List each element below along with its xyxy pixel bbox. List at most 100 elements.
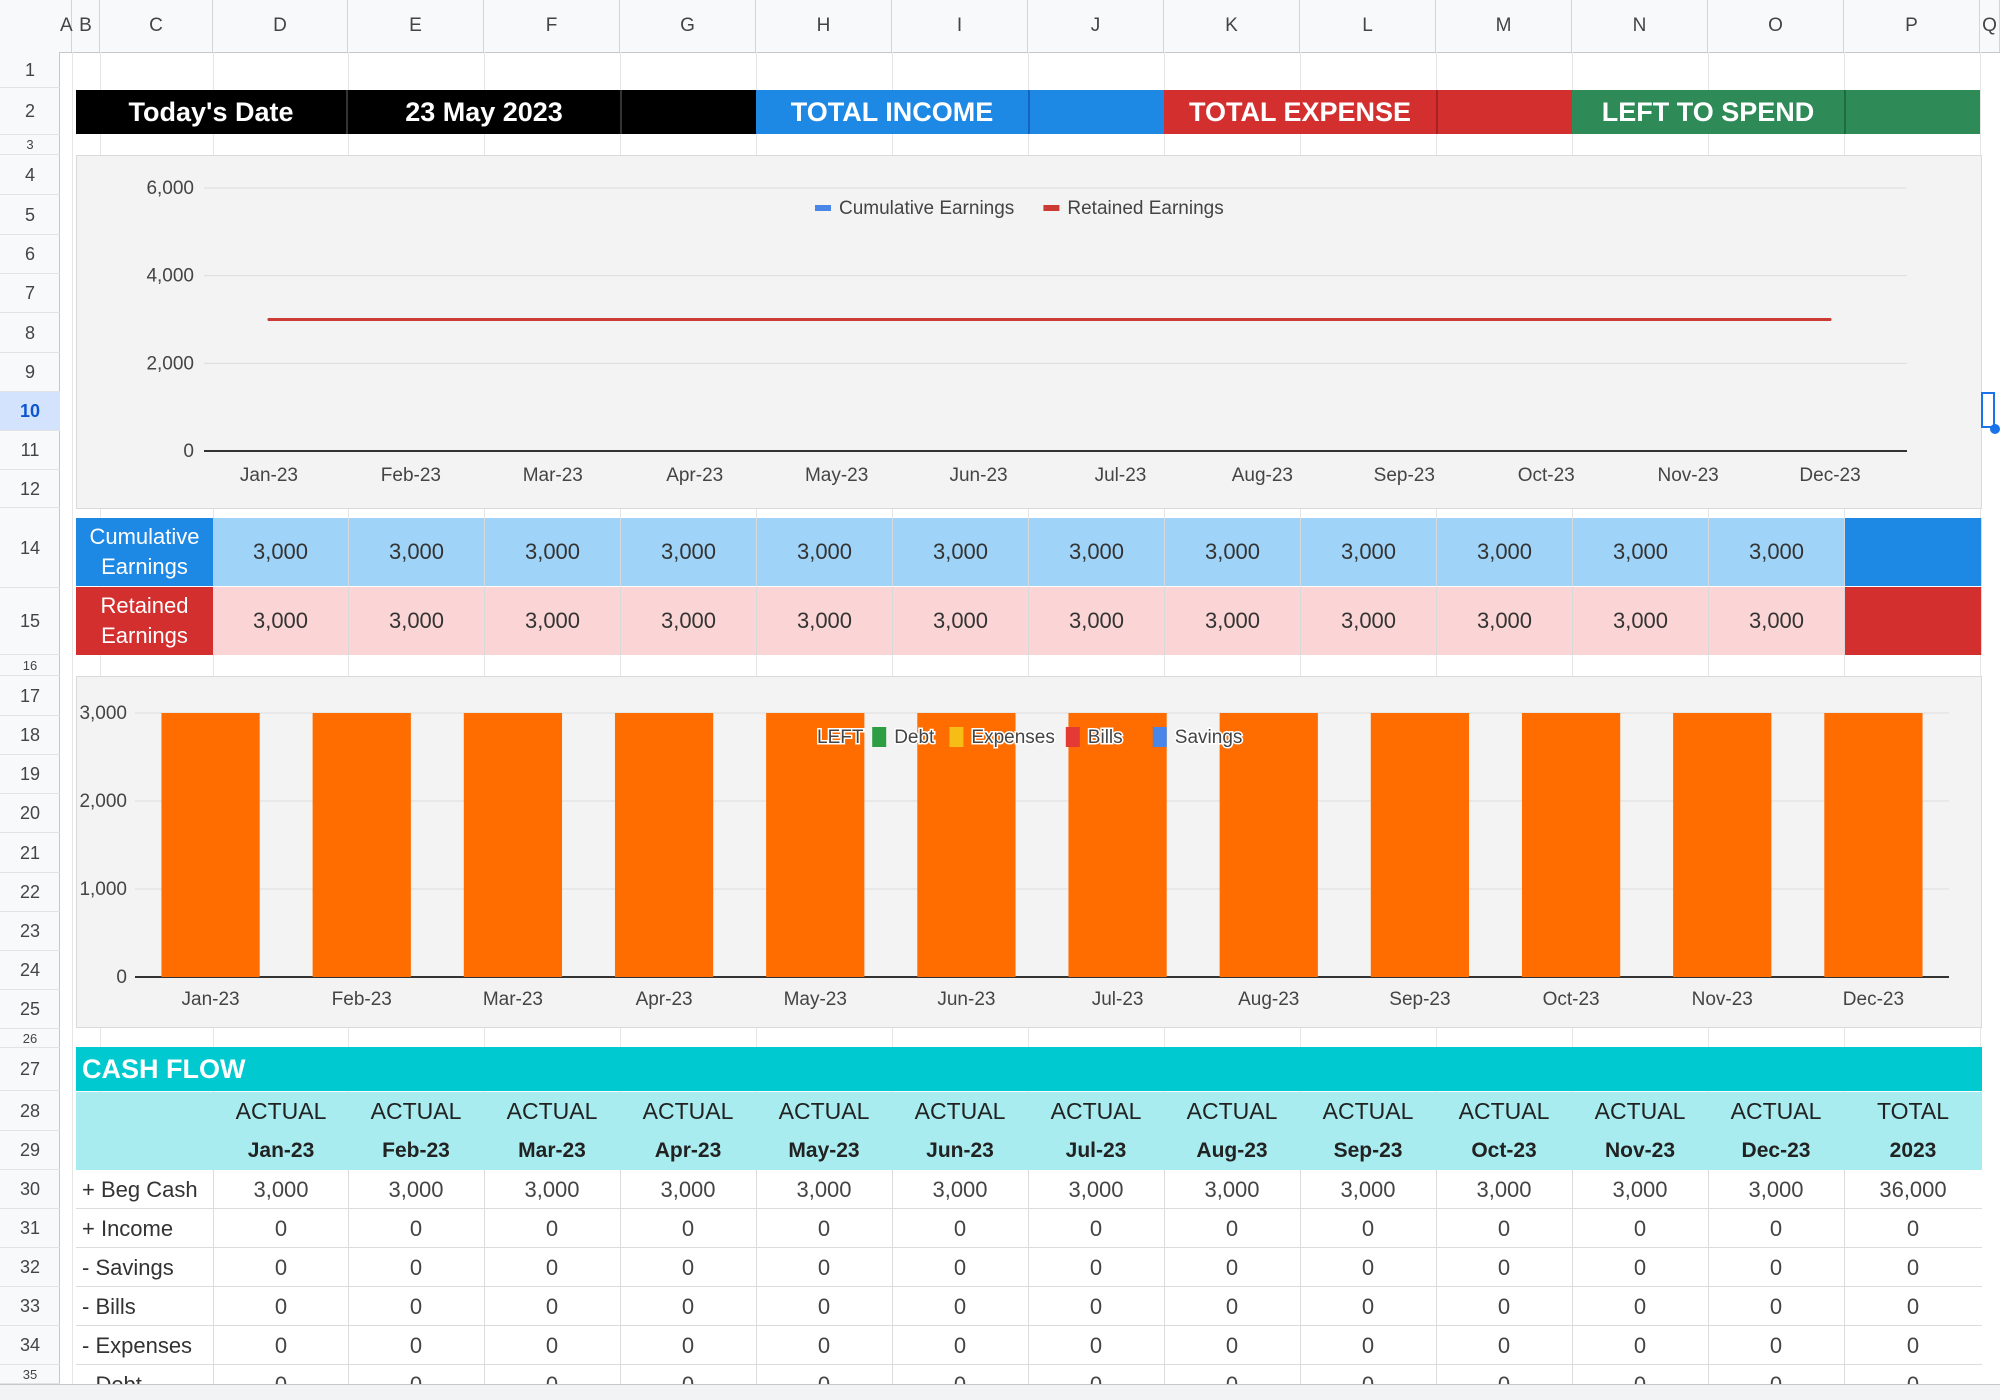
row-header-15[interactable]: 15 — [0, 588, 60, 655]
earnings-cell[interactable]: 3,000 — [621, 587, 757, 655]
row-header-19[interactable]: 19 — [0, 755, 60, 794]
column-header-m[interactable]: M — [1436, 0, 1572, 52]
cash-flow-period-header[interactable]: Oct-23 — [1471, 1139, 1537, 1162]
cash-flow-cell[interactable]: 0 — [1497, 1333, 1511, 1358]
cash-flow-period-header[interactable]: Nov-23 — [1604, 1139, 1676, 1162]
row-header-25[interactable]: 25 — [0, 990, 60, 1029]
cash-flow-cell[interactable]: 3,000 — [1748, 1177, 1804, 1202]
bar-left[interactable] — [161, 713, 260, 977]
column-header-i[interactable]: I — [892, 0, 1028, 52]
column-header-q[interactable]: Q — [1980, 0, 2000, 52]
cash-flow-row-label[interactable]: - Expenses — [82, 1333, 193, 1358]
row-header-6[interactable]: 6 — [0, 235, 60, 274]
cash-flow-cell[interactable]: 0 — [1633, 1216, 1647, 1241]
cash-flow-cell[interactable]: 0 — [1089, 1216, 1103, 1241]
bar-left[interactable] — [614, 713, 714, 977]
cash-flow-cell[interactable]: 0 — [1089, 1294, 1103, 1319]
cash-flow-cell[interactable]: 0 — [1769, 1255, 1783, 1280]
cash-flow-cell[interactable]: 0 — [1906, 1333, 1920, 1358]
cash-flow-cell[interactable]: 3,000 — [932, 1177, 988, 1202]
row-header-26[interactable]: 26 — [0, 1029, 60, 1048]
cash-flow-cell[interactable]: 3,000 — [1340, 1177, 1396, 1202]
cash-flow-row-label[interactable]: - Bills — [82, 1294, 136, 1319]
cash-flow-period-header[interactable]: 2023 — [1889, 1139, 1937, 1162]
line-point[interactable] — [409, 318, 413, 321]
cash-flow-cell[interactable]: 0 — [1225, 1333, 1239, 1358]
left-to-spend-value-cell[interactable] — [1844, 90, 1980, 134]
earnings-cell[interactable]: 3,000 — [1301, 587, 1437, 655]
row-header-10[interactable]: 10 — [0, 392, 60, 431]
cash-flow-cell[interactable]: 0 — [1225, 1255, 1239, 1280]
bar-left[interactable] — [1521, 713, 1621, 977]
line-point[interactable] — [1260, 318, 1264, 321]
cash-flow-cell[interactable]: 3,000 — [1204, 1177, 1260, 1202]
cash-flow-cell[interactable]: 0 — [1089, 1333, 1103, 1358]
row-header-4[interactable]: 4 — [0, 155, 60, 195]
column-header-a[interactable]: A — [60, 0, 73, 52]
cash-flow-period-header[interactable]: Dec-23 — [1741, 1139, 1811, 1162]
cash-flow-actual-header[interactable]: ACTUAL — [235, 1098, 327, 1124]
earnings-cell[interactable]: 3,000 — [757, 587, 893, 655]
row-header-7[interactable]: 7 — [0, 274, 60, 313]
earnings-cell[interactable]: 3,000 — [893, 587, 1029, 655]
cash-flow-cell[interactable]: 36,000 — [1879, 1177, 1947, 1202]
retained-earnings-total-cell[interactable] — [1845, 587, 1982, 655]
selection-fill-handle[interactable] — [1990, 424, 2000, 434]
line-point[interactable] — [977, 318, 981, 321]
earnings-cell[interactable]: 3,000 — [1165, 518, 1301, 586]
bar-left[interactable] — [1068, 713, 1167, 977]
earnings-cell[interactable]: 3,000 — [757, 518, 893, 586]
row-header-34[interactable]: 34 — [0, 1326, 60, 1365]
selection-resize-handle[interactable] — [1981, 392, 1995, 428]
cumulative-earnings-total-cell[interactable] — [1845, 518, 1982, 586]
bar-left[interactable] — [1673, 713, 1772, 977]
earnings-cell[interactable]: 3,000 — [1029, 587, 1165, 655]
cash-flow-cell[interactable]: 0 — [409, 1333, 423, 1358]
column-header-d[interactable]: D — [213, 0, 348, 52]
column-header-n[interactable]: N — [1572, 0, 1708, 52]
cash-flow-cell[interactable]: 3,000 — [796, 1177, 852, 1202]
cash-flow-cell[interactable]: 0 — [953, 1294, 967, 1319]
column-header-c[interactable]: C — [100, 0, 213, 52]
cash-flow-cell[interactable]: 0 — [817, 1216, 831, 1241]
cash-flow-period-header[interactable]: Aug-23 — [1196, 1139, 1268, 1162]
today-date-cell[interactable]: 23 May 2023 — [348, 90, 620, 134]
earnings-cell[interactable]: 3,000 — [1709, 518, 1845, 586]
column-header-l[interactable]: L — [1300, 0, 1436, 52]
cash-flow-cell[interactable]: 0 — [409, 1216, 423, 1241]
bar-left[interactable] — [917, 713, 1016, 977]
column-header-g[interactable]: G — [620, 0, 756, 52]
cash-flow-cell[interactable]: 0 — [1497, 1294, 1511, 1319]
cash-flow-cell[interactable]: 0 — [545, 1333, 559, 1358]
bar-left[interactable] — [1370, 713, 1470, 977]
row-header-22[interactable]: 22 — [0, 873, 60, 912]
cash-flow-period-header[interactable]: Feb-23 — [382, 1139, 450, 1162]
row-header-8[interactable]: 8 — [0, 313, 60, 353]
line-point[interactable] — [267, 318, 271, 321]
bar-left[interactable] — [1824, 713, 1923, 977]
bar-left[interactable] — [766, 713, 865, 977]
cash-flow-cell[interactable]: 0 — [1906, 1294, 1920, 1319]
row-header-18[interactable]: 18 — [0, 716, 60, 755]
total-income-cell[interactable]: TOTAL INCOME — [756, 90, 1028, 134]
cash-flow-cell[interactable]: 0 — [274, 1333, 288, 1358]
cash-flow-period-header[interactable]: Jul-23 — [1065, 1139, 1127, 1162]
row-header-30[interactable]: 30 — [0, 1170, 60, 1209]
line-point[interactable] — [551, 318, 555, 321]
earnings-cell[interactable]: 3,000 — [893, 518, 1029, 586]
left-to-spend-cell[interactable]: LEFT TO SPEND — [1572, 90, 1844, 134]
cash-flow-cell[interactable]: 0 — [545, 1294, 559, 1319]
row-header-3[interactable]: 3 — [0, 135, 60, 155]
earnings-cell[interactable]: 3,000 — [1573, 587, 1709, 655]
cash-flow-cell[interactable]: 0 — [1633, 1333, 1647, 1358]
column-header-p[interactable]: P — [1844, 0, 1980, 52]
row-header-5[interactable]: 5 — [0, 195, 60, 235]
cash-flow-actual-header[interactable]: ACTUAL — [778, 1098, 870, 1124]
cash-flow-cell[interactable]: 0 — [1225, 1216, 1239, 1241]
earnings-cell[interactable]: 3,000 — [349, 587, 485, 655]
cash-flow-cell[interactable]: 3,000 — [1476, 1177, 1532, 1202]
row-header-16[interactable]: 16 — [0, 655, 60, 676]
cash-flow-period-header[interactable]: Apr-23 — [654, 1139, 722, 1162]
earnings-cell[interactable]: 3,000 — [1301, 518, 1437, 586]
bar-left[interactable] — [463, 713, 563, 977]
